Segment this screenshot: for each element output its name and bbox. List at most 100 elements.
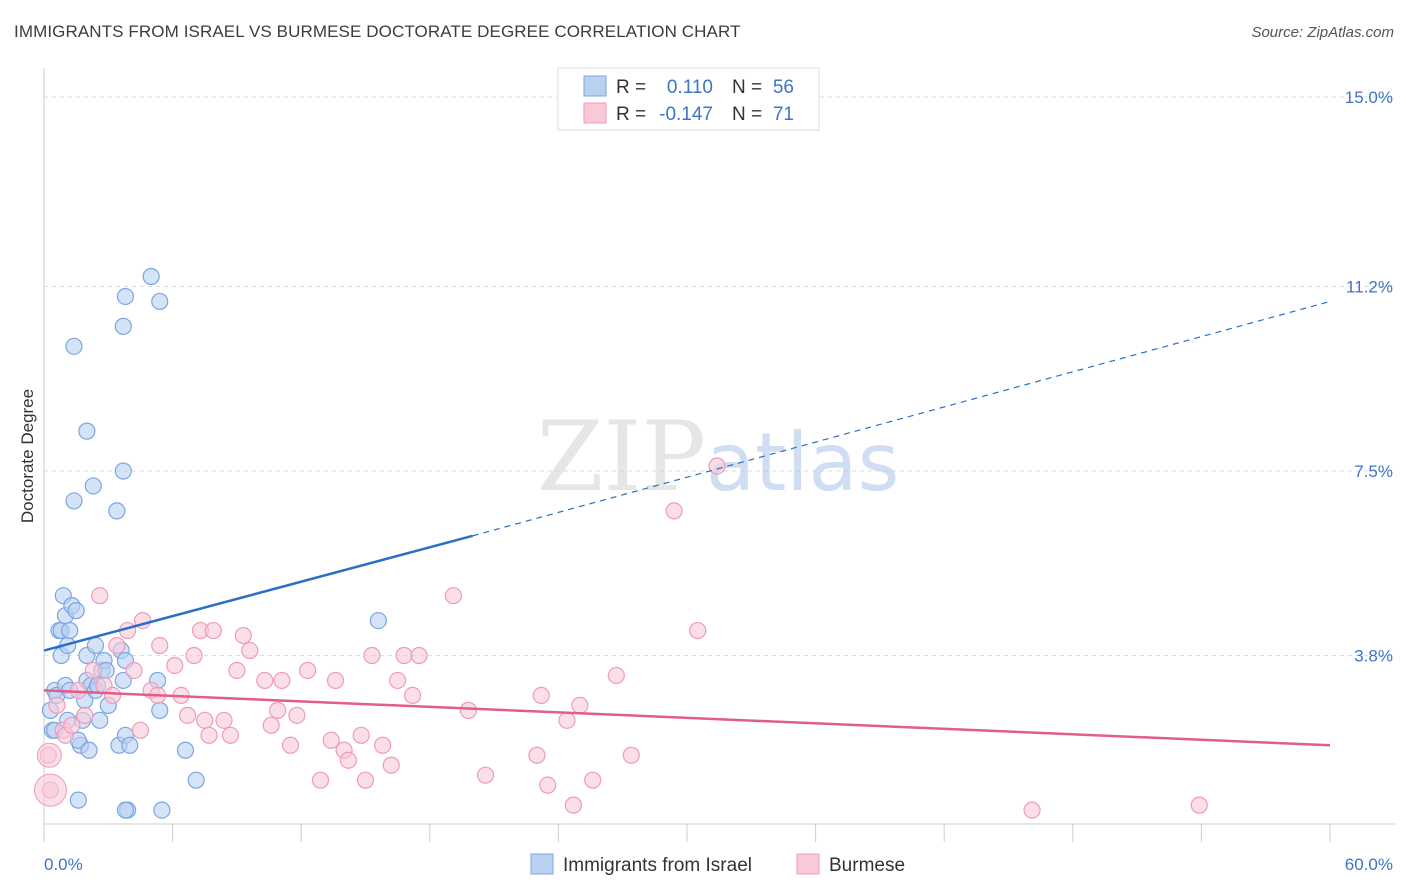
bottom-legend-label-israel: Immigrants from Israel: [563, 855, 752, 876]
legend-swatch-burmese: [583, 102, 607, 124]
y-tick-label-1: 7.5%: [1354, 462, 1393, 481]
point-burmese-32: [241, 641, 259, 660]
bottom-legend-swatch-burmese: [796, 853, 820, 875]
point-israel-57: [153, 801, 171, 819]
point-burmese-15: [131, 721, 150, 739]
point-burmese-46: [356, 771, 375, 789]
legend-r-label-2: R =: [616, 104, 646, 125]
point-burmese-28: [215, 711, 233, 729]
point-burmese-14: [125, 661, 143, 680]
y-axis-label: Doctorate Degree: [18, 389, 37, 523]
point-burmese-36: [273, 671, 291, 690]
point-israel-49: [114, 462, 132, 480]
point-israel-19: [69, 791, 87, 809]
legend-n-value-2: 71: [773, 104, 794, 125]
trend-line-israel-projection: [472, 300, 1331, 537]
point-burmese-20: [166, 656, 184, 675]
point-burmese-55: [459, 701, 477, 719]
point-burmese-22: [179, 706, 197, 724]
point-burmese-2: [48, 696, 66, 714]
y-tick-label-3: 15.0%: [1345, 88, 1393, 107]
point-israel-47: [114, 671, 132, 690]
point-burmese-62: [571, 696, 589, 714]
point-israel-16: [65, 492, 83, 510]
axes: [43, 68, 1395, 842]
legend-swatch-israel: [583, 75, 607, 97]
point-burmese-33: [256, 671, 274, 690]
point-burmese-53: [410, 646, 428, 665]
point-burmese-44: [339, 751, 357, 769]
point-israel-45: [121, 736, 139, 754]
point-burmese-25: [196, 711, 214, 729]
point-burmese-12: [108, 636, 126, 655]
point-burmese-58: [532, 686, 550, 705]
point-israel-52: [142, 267, 160, 286]
point-burmese-49: [382, 756, 400, 774]
point-burmese-64: [607, 666, 625, 685]
x-tick-label-max: 60.0%: [1345, 855, 1393, 874]
legend-n-label-1: N =: [732, 77, 762, 98]
point-burmese-61: [564, 796, 583, 814]
x-tick-label-min: 0.0%: [44, 855, 83, 874]
point-burmese-31: [234, 626, 252, 645]
point-burmese-57: [528, 746, 546, 764]
point-burmese-37: [281, 736, 300, 754]
point-israel-32: [84, 477, 102, 495]
point-israel-37: [78, 422, 96, 440]
point-burmese-50: [389, 671, 407, 690]
point-burmese-5: [63, 716, 81, 734]
point-burmese-52: [404, 686, 422, 705]
legend-r-value-1: 0.110: [667, 77, 713, 98]
point-burmese-27: [204, 621, 222, 640]
point-israel-38: [108, 502, 126, 520]
point-burmese-large-1: [36, 742, 62, 768]
point-israel-53: [151, 292, 169, 311]
trend-line-israel: [43, 534, 473, 652]
point-israel-30: [86, 636, 105, 655]
point-israel-54: [176, 741, 195, 759]
point-israel-26: [80, 741, 98, 759]
legend-n-label-2: N =: [732, 104, 762, 125]
point-burmese-29: [221, 726, 240, 744]
y-tick-label-2: 11.2%: [1346, 277, 1393, 296]
point-burmese-47: [363, 646, 381, 665]
bottom-legend-label-burmese: Burmese: [829, 855, 905, 876]
point-burmese-35: [269, 701, 287, 719]
y-tick-label-0: 3.8%: [1354, 647, 1393, 666]
bottom-legend-swatch-israel: [530, 853, 554, 875]
trend-lines: [43, 300, 1331, 747]
point-burmese-26: [200, 726, 218, 744]
point-burmese-38: [288, 706, 306, 724]
point-burmese-41: [322, 731, 340, 749]
trend-line-burmese: [43, 689, 1331, 747]
chart-title: IMMIGRANTS FROM ISRAEL VS BURMESE DOCTOR…: [14, 22, 741, 41]
x-tick-labels: 0.0% 60.0%: [44, 855, 1393, 874]
point-burmese-54: [444, 587, 462, 605]
y-tick-labels: 3.8% 7.5% 11.2% 15.0%: [1345, 88, 1393, 666]
point-burmese-7: [76, 706, 94, 724]
point-israel-56: [369, 611, 387, 630]
point-burmese-69: [1190, 796, 1208, 814]
point-burmese-63: [584, 771, 602, 789]
point-israel-55: [187, 771, 205, 789]
source-credit: Source: ZipAtlas.com: [1251, 24, 1394, 41]
point-burmese-19: [151, 636, 169, 655]
point-burmese-56: [476, 766, 495, 784]
point-burmese-30: [228, 661, 246, 680]
point-burmese-23: [185, 646, 203, 665]
point-burmese-45: [352, 726, 370, 744]
point-burmese-10: [91, 587, 109, 605]
point-burmese-70: [689, 621, 707, 640]
point-burmese-34: [262, 716, 280, 734]
legend-n-value-1: 56: [773, 77, 794, 98]
point-israel-48: [116, 287, 135, 306]
legend-r-value-2: -0.147: [659, 104, 713, 125]
point-israel-14: [61, 621, 79, 640]
point-burmese-39: [299, 661, 317, 680]
point-burmese-42: [326, 671, 345, 690]
point-burmese-65: [622, 746, 640, 764]
grid-lines: [44, 96, 1395, 657]
point-burmese-67: [708, 457, 726, 475]
bottom-legend: Immigrants from Israel Burmese: [530, 853, 905, 876]
point-burmese-59: [539, 776, 557, 794]
